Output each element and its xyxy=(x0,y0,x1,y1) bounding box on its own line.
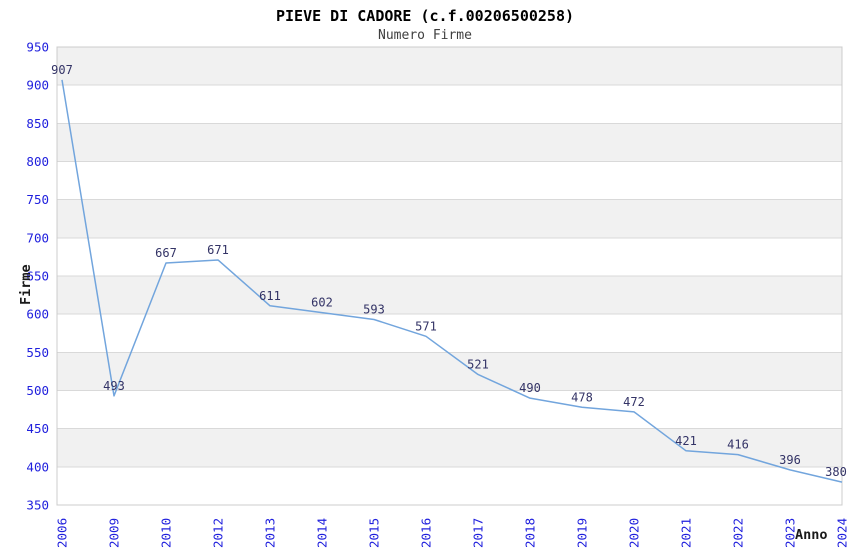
x-tick-label: 2021 xyxy=(679,518,694,548)
x-tick-label: 2019 xyxy=(575,518,590,548)
data-label: 571 xyxy=(415,319,437,333)
x-tick-label: 2012 xyxy=(211,518,226,548)
y-tick-label: 900 xyxy=(26,78,49,93)
x-tick-label: 2016 xyxy=(419,518,434,548)
x-tick-label: 2010 xyxy=(159,518,174,548)
y-tick-label: 550 xyxy=(26,345,49,360)
plot-band xyxy=(57,276,842,315)
data-label: 602 xyxy=(311,296,333,310)
y-axis-title: Firme xyxy=(18,264,34,305)
y-tick-label: 600 xyxy=(26,307,49,322)
data-label: 493 xyxy=(103,379,125,393)
data-label: 671 xyxy=(207,243,229,257)
x-tick-label: 2022 xyxy=(731,518,746,548)
y-tick-label: 450 xyxy=(26,421,49,436)
y-tick-label: 950 xyxy=(26,40,49,55)
data-label: 907 xyxy=(51,63,73,77)
x-tick-label: 2024 xyxy=(835,518,850,548)
data-label: 521 xyxy=(467,357,489,371)
y-tick-label: 650 xyxy=(26,269,49,284)
x-tick-label: 2015 xyxy=(367,518,382,548)
data-label: 472 xyxy=(623,395,645,409)
data-label: 593 xyxy=(363,303,385,317)
plot-border xyxy=(56,46,843,506)
x-tick-label: 2018 xyxy=(523,518,538,548)
x-tick-label: 2009 xyxy=(107,518,122,548)
x-tick-label: 2013 xyxy=(263,518,278,548)
plot-band xyxy=(57,47,842,86)
y-tick-label: 700 xyxy=(26,230,49,245)
x-axis-title: Anno xyxy=(795,527,828,543)
data-label: 421 xyxy=(675,434,697,448)
plot-band xyxy=(57,352,842,391)
data-label: 396 xyxy=(779,453,801,467)
x-tick-label: 2014 xyxy=(315,518,330,548)
data-label: 478 xyxy=(571,390,593,404)
data-line xyxy=(61,79,843,483)
plot-band xyxy=(57,428,842,467)
y-tick-label: 800 xyxy=(26,154,49,169)
x-tick-label: 2017 xyxy=(471,518,486,548)
data-label: 611 xyxy=(259,289,281,303)
data-label: 667 xyxy=(155,246,177,260)
chart-subtitle: Numero Firme xyxy=(378,28,472,43)
x-tick-label: 2020 xyxy=(627,518,642,548)
y-tick-label: 850 xyxy=(26,116,49,131)
x-tick-label: 2023 xyxy=(783,518,798,548)
y-tick-label: 350 xyxy=(26,498,49,513)
y-tick-label: 500 xyxy=(26,383,49,398)
y-tick-label: 400 xyxy=(26,459,49,474)
x-tick-label: 2006 xyxy=(55,518,70,548)
plot-band xyxy=(57,199,842,238)
plot-band xyxy=(57,123,842,162)
y-tick-label: 750 xyxy=(26,192,49,207)
data-label: 490 xyxy=(519,381,541,395)
data-label: 380 xyxy=(825,465,847,479)
chart-title: PIEVE DI CADORE (c.f.00206500258) xyxy=(275,7,574,25)
data-label: 416 xyxy=(727,438,749,452)
